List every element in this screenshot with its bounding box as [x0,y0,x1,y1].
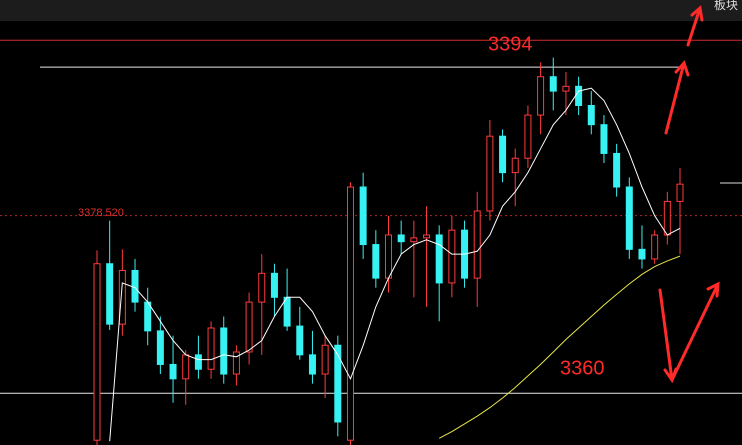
candle-body [372,244,380,279]
candle-body [499,135,507,174]
plot-area: 3394 3360 3378.520 [0,33,742,445]
candle-body [435,234,443,284]
candle-body [346,186,354,441]
ma-line [438,255,681,439]
price-label: 3378.520 [78,207,124,219]
candle-body [182,354,190,380]
candle-body [296,325,304,356]
arrow [670,281,720,382]
candle-body [308,354,316,375]
candle-body [410,237,418,243]
level-label: 3360 [560,357,605,379]
candle-body [131,269,139,303]
candle-body [473,210,481,279]
candle-body [537,76,545,116]
candle-body [625,186,633,250]
candle-body [169,363,177,380]
candle-body [524,114,532,159]
candle-body [359,186,367,246]
candle-body [587,104,595,126]
candle-body [562,85,570,92]
candle-body [486,135,494,212]
candle-body [232,351,240,375]
candle-body [93,263,101,441]
candle-body [245,301,253,353]
candle-body [258,272,266,303]
candle-body [676,183,684,202]
candle-body [207,327,215,370]
candle-body [600,124,608,154]
arrows [658,5,720,384]
candle-body [423,234,431,239]
ma-line [109,87,681,442]
level-label: 3394 [488,33,533,55]
arrow [686,5,704,47]
candle-body [321,344,329,375]
candle-body [270,272,278,298]
candle-body [638,248,646,260]
arrow [664,60,690,135]
toolbar-label[interactable]: 板块 [714,0,738,12]
candle-body [156,330,164,365]
candle-body [334,344,342,423]
candle-body [397,234,405,243]
candle-body [663,200,671,236]
candle-body [283,296,291,327]
toolbar [0,0,742,21]
candle-body [651,234,659,260]
candle-body [549,76,557,92]
candle-body [385,234,392,279]
candle-body [613,152,621,188]
candle-body [118,269,126,325]
candle-body [220,327,228,375]
candle-body [144,301,152,332]
candle-body [511,157,519,174]
candle-body [106,263,114,325]
candle-body [448,229,456,284]
candle-body [194,354,202,370]
candle-body [575,85,583,106]
